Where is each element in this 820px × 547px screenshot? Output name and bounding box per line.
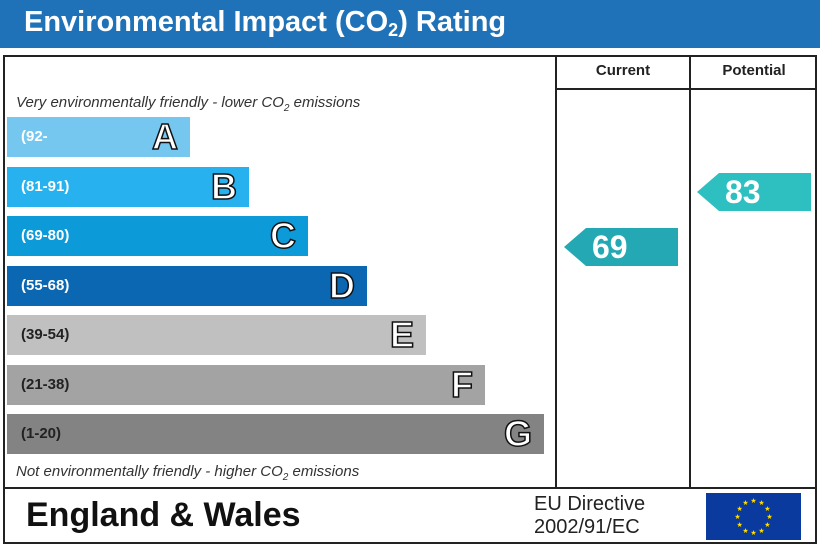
- band-letter: G: [503, 413, 533, 455]
- current-rating-arrow: 69: [564, 228, 678, 266]
- band-d: (55-68) D: [7, 264, 367, 306]
- eu-directive: EU Directive 2002/91/EC: [534, 493, 645, 539]
- divider-footer-row: [3, 487, 817, 489]
- divider-potential: [689, 55, 691, 489]
- band-range-label: (81-91): [21, 177, 70, 195]
- band-b: (81-91) B: [7, 165, 249, 207]
- rating-frame: [3, 55, 817, 544]
- band-letter: E: [389, 314, 415, 356]
- current-rating-arrow-value: 69: [592, 229, 628, 265]
- directive-line-1: EU Directive: [534, 493, 646, 515]
- eu-star-icon: ★: [750, 497, 756, 505]
- rating-header: Environmental Impact (CO2) Rating: [0, 0, 820, 48]
- band-letter: C: [269, 215, 297, 257]
- directive-line-2: 2002/91/EC: [534, 516, 640, 538]
- band-range-label: (55-68): [21, 276, 70, 294]
- eu-star-icon: ★: [737, 521, 743, 529]
- band-a: (92- A: [7, 116, 190, 158]
- top-note: Very environmentally friendly - lower CO…: [16, 94, 361, 114]
- band-c: (69-80) C: [7, 215, 308, 257]
- band-range-label: (92-: [21, 128, 48, 145]
- band-letter: D: [328, 264, 356, 306]
- eu-star-icon: ★: [734, 513, 740, 521]
- band-letter: F: [450, 363, 474, 405]
- country-label: England & Wales: [26, 496, 301, 534]
- bottom-note: Not environmentally friendly - higher CO…: [16, 463, 360, 483]
- eu-star-icon: ★: [764, 505, 770, 513]
- eu-star-icon: ★: [750, 529, 756, 537]
- band-g: (1-20) G: [7, 413, 544, 455]
- band-range-label: (1-20): [21, 425, 62, 442]
- potential-rating-arrow-value: 83: [725, 173, 761, 210]
- band-letter: B: [210, 165, 238, 207]
- band-e: (39-54) E: [7, 314, 426, 356]
- eu-star-icon: ★: [742, 527, 748, 535]
- eu-flag-icon: ★ ★ ★ ★ ★ ★ ★ ★ ★ ★ ★ ★: [706, 493, 801, 540]
- divider-header-row: [555, 88, 817, 90]
- eu-star-icon: ★: [737, 505, 743, 513]
- eu-star-icon: ★: [742, 499, 748, 507]
- potential-column-label: Potential: [722, 62, 786, 79]
- band-letter: A: [151, 116, 179, 158]
- eu-star-icon: ★: [764, 521, 770, 529]
- eu-star-icon: ★: [758, 527, 764, 535]
- eu-star-icon: ★: [766, 513, 772, 521]
- band-range-label: (69-80): [21, 227, 70, 244]
- divider-current: [555, 55, 557, 489]
- current-column-label: Current: [595, 62, 651, 79]
- band-range-label: (39-54): [21, 326, 70, 343]
- eu-star-icon: ★: [758, 499, 764, 507]
- band-f: (21-38) F: [7, 363, 485, 405]
- potential-rating-arrow: 83: [697, 172, 811, 211]
- band-range-label: (21-38): [21, 375, 70, 393]
- chart-title: Environmental Impact (CO2) Rating: [24, 6, 507, 40]
